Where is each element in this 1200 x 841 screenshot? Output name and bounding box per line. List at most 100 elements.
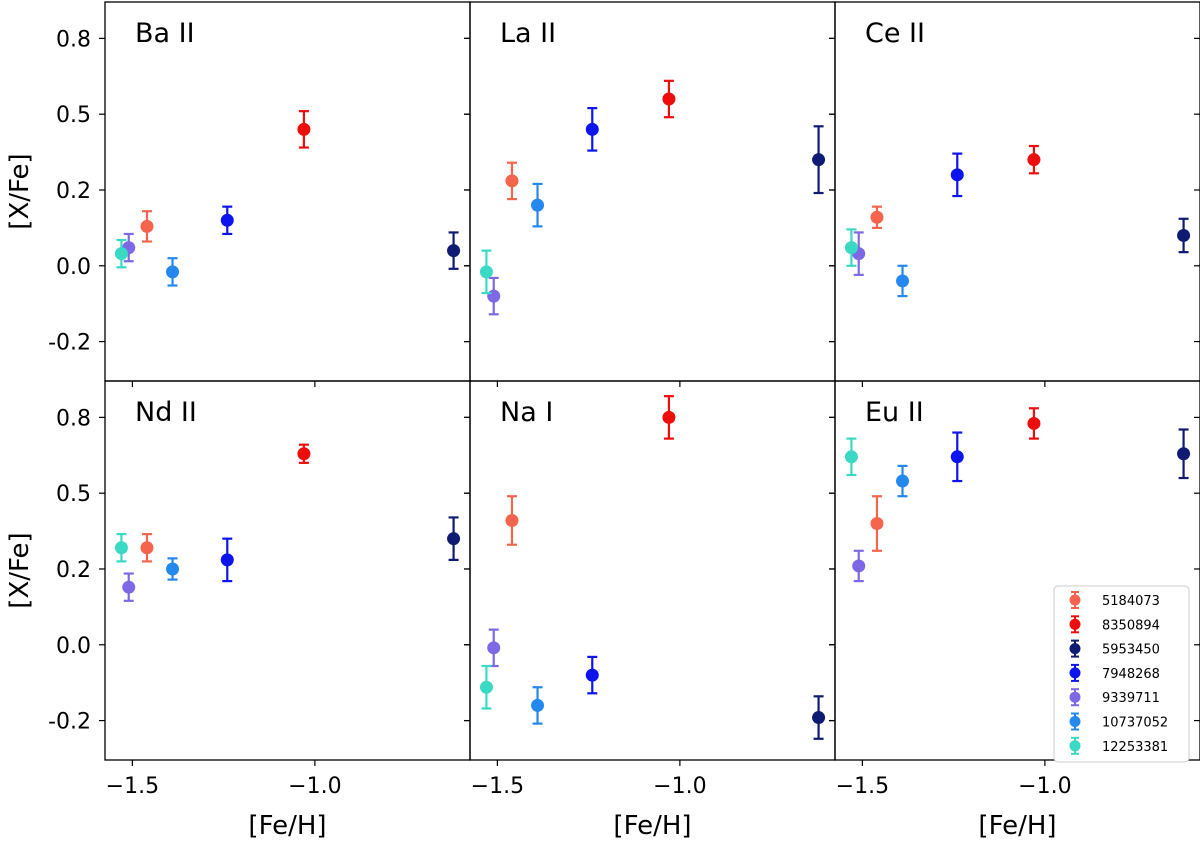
data-point-5184073 — [505, 161, 519, 201]
data-point-10737052 — [896, 464, 910, 498]
panel-ba-ii: 0.8 0.5 0.2 0.0 -0.2 Ba II — [48, 1, 471, 387]
y-axis-label: [X/Fe] — [5, 153, 35, 229]
y-tick-label: -0.2 — [48, 331, 91, 356]
x-tick-label: −1.5 — [836, 774, 889, 799]
panel-frame — [834, 380, 1200, 761]
y-tick-label: 0.0 — [56, 255, 91, 280]
x-tick-label: −1.5 — [471, 774, 524, 799]
legend-marker — [1069, 643, 1081, 655]
marker — [114, 247, 128, 261]
y-tick-label: 0.5 — [56, 482, 91, 507]
legend-entry: 12253381 — [1069, 736, 1168, 755]
marker — [487, 289, 501, 303]
legend-entry: 5953450 — [1069, 639, 1160, 658]
data-point-8350894 — [297, 110, 311, 149]
marker — [220, 213, 234, 227]
panel-title: Ce II — [865, 18, 925, 49]
data-point-7948268 — [585, 655, 599, 695]
panel-title: Eu II — [865, 397, 924, 428]
marker — [122, 580, 136, 594]
y-tick-label: 0.2 — [56, 558, 91, 583]
data-point-9339711 — [487, 628, 501, 668]
marker — [1027, 153, 1041, 167]
x-tick-label: −1.5 — [106, 774, 159, 799]
legend-marker — [1069, 667, 1081, 679]
legend-label: 5184073 — [1102, 594, 1160, 609]
panel-title: Ba II — [135, 18, 195, 49]
data-point-12253381 — [114, 238, 128, 269]
y-tick-label: 0.8 — [56, 406, 91, 431]
marker — [447, 244, 461, 258]
legend-entry: 9339711 — [1069, 688, 1160, 707]
marker — [166, 562, 180, 576]
data-point-7948268 — [585, 107, 599, 152]
data-point-8350894 — [1027, 407, 1041, 440]
y-axis-label: [X/Fe] — [5, 532, 35, 608]
marker — [531, 198, 545, 212]
marker — [140, 541, 154, 555]
data-point-7948268 — [950, 431, 964, 483]
marker — [812, 153, 826, 167]
legend-label: 8350894 — [1102, 618, 1160, 633]
marker — [844, 450, 858, 464]
legend-label: 9339711 — [1102, 691, 1160, 706]
panel-frame — [834, 1, 1200, 382]
panel-frame — [104, 380, 471, 761]
y-tick-label: 0.0 — [56, 634, 91, 659]
legend-entry: 8350894 — [1069, 615, 1160, 634]
data-point-12253381 — [479, 664, 493, 710]
marker — [950, 168, 964, 182]
panel-frame — [104, 1, 471, 382]
panel-frame — [469, 380, 836, 761]
x-axis-label: [Fe/H] — [248, 811, 326, 841]
data-point-7948268 — [220, 537, 234, 583]
data-point-9339711 — [852, 231, 866, 276]
y-tick-label: -0.2 — [48, 710, 91, 735]
marker — [812, 711, 826, 725]
marker — [479, 265, 493, 279]
data-point-5953450 — [447, 231, 461, 270]
data-point-10737052 — [166, 257, 180, 287]
data-point-10737052 — [531, 686, 545, 725]
legend-label: 10737052 — [1102, 716, 1168, 731]
data-point-5953450 — [1177, 217, 1191, 254]
data-point-10737052 — [166, 557, 180, 581]
legend-marker — [1069, 618, 1081, 630]
marker — [950, 450, 964, 464]
data-point-5184073 — [870, 495, 884, 552]
marker — [870, 517, 884, 531]
legend-label: 12253381 — [1102, 740, 1168, 755]
marker — [297, 447, 311, 461]
panel-eu-ii: −1.5 −1.0 Eu II — [829, 380, 1200, 799]
legend-label: 7948268 — [1102, 667, 1160, 682]
marker — [447, 532, 461, 546]
data-point-5184073 — [505, 495, 519, 546]
panel-title: Na I — [500, 397, 553, 428]
legend-label: 5953450 — [1102, 643, 1160, 658]
panel-la-ii: La II — [464, 1, 836, 387]
marker — [114, 541, 128, 555]
data-point-12253381 — [844, 437, 858, 477]
legend: 5184073 8350894 5953450 7948268 9339711 10737… — [1053, 585, 1190, 763]
marker — [166, 265, 180, 279]
data-point-5953450 — [812, 695, 826, 740]
data-point-5953450 — [1177, 428, 1191, 480]
legend-entry: 5184073 — [1069, 591, 1160, 609]
x-tick-label: −1.0 — [653, 774, 706, 799]
marker — [297, 122, 311, 136]
marker — [1177, 447, 1191, 461]
data-point-8350894 — [297, 443, 311, 464]
panel-na-i: −1.5 −1.0 Na I — [464, 380, 836, 799]
data-point-8350894 — [662, 395, 676, 440]
x-axis-label: [Fe/H] — [978, 811, 1056, 841]
legend-marker — [1069, 594, 1081, 606]
legend-entry: 7948268 — [1069, 663, 1160, 682]
data-point-7948268 — [220, 205, 234, 236]
marker — [585, 122, 599, 136]
data-point-9339711 — [122, 572, 136, 602]
marker — [220, 553, 234, 567]
legend-frame — [1053, 585, 1190, 763]
data-point-12253381 — [479, 249, 493, 295]
marker — [1027, 416, 1041, 430]
